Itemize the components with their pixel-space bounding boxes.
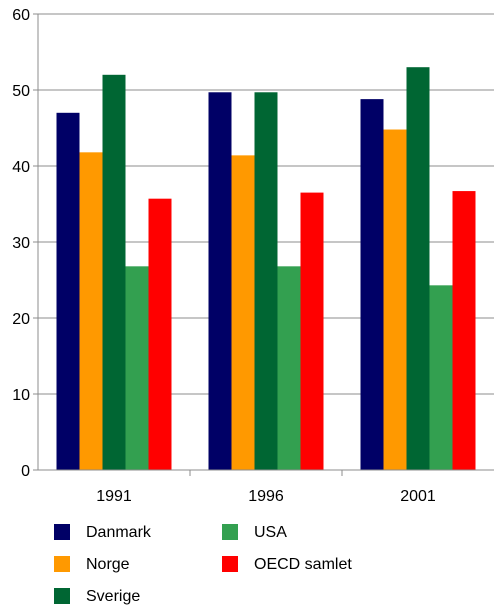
- x-axis-ticks: 1991 1996 2001: [96, 470, 436, 505]
- legend-item-oecd-samlet: OECD samlet: [222, 556, 352, 573]
- bar-norge-1996: [231, 155, 255, 471]
- x-tick-label: 1991: [96, 488, 132, 505]
- y-tick-label: 10: [12, 387, 30, 404]
- legend-swatch: [222, 556, 238, 572]
- legend-item-sverige: Sverige: [54, 588, 140, 605]
- legend-label: Norge: [86, 556, 130, 573]
- y-tick-label: 50: [12, 83, 30, 100]
- bars: [56, 67, 476, 471]
- legend-label: USA: [254, 524, 287, 541]
- bar-norge-2001: [383, 129, 407, 470]
- bar-sverige-1991: [102, 74, 126, 471]
- bar-oecd-samlet-1996: [300, 192, 324, 470]
- bar-norge-1991: [79, 152, 103, 470]
- bar-danmark-1996: [208, 92, 232, 470]
- y-tick-label: 40: [12, 159, 30, 176]
- legend-item-usa: USA: [222, 524, 287, 541]
- legend-label: Danmark: [86, 524, 152, 541]
- x-tick-label: 1996: [248, 488, 284, 505]
- bar-sverige-1996: [254, 92, 278, 470]
- bar-danmark-1991: [56, 112, 80, 471]
- legend: Danmark Norge Sverige USA OECD samlet: [54, 524, 352, 605]
- y-tick-label: 30: [12, 235, 30, 252]
- legend-item-danmark: Danmark: [54, 524, 152, 541]
- y-tick-label: 0: [21, 463, 30, 480]
- legend-swatch: [222, 524, 238, 540]
- y-tick-label: 60: [12, 7, 30, 24]
- legend-label: Sverige: [86, 588, 140, 605]
- legend-swatch: [54, 524, 70, 540]
- bar-usa-1991: [125, 266, 149, 470]
- legend-item-norge: Norge: [54, 556, 130, 573]
- bar-oecd-samlet-2001: [452, 191, 476, 470]
- x-tick-label: 2001: [400, 488, 436, 505]
- y-axis-ticks: 0 10 20 30 40 50 60: [12, 7, 38, 480]
- bar-danmark-2001: [360, 99, 384, 471]
- legend-swatch: [54, 556, 70, 572]
- bar-sverige-2001: [406, 67, 430, 470]
- legend-swatch: [54, 588, 70, 604]
- bar-usa-1996: [277, 266, 301, 470]
- bar-oecd-samlet-1991: [148, 198, 172, 470]
- bar-usa-2001: [429, 285, 453, 470]
- legend-label: OECD samlet: [254, 556, 352, 573]
- y-tick-label: 20: [12, 311, 30, 328]
